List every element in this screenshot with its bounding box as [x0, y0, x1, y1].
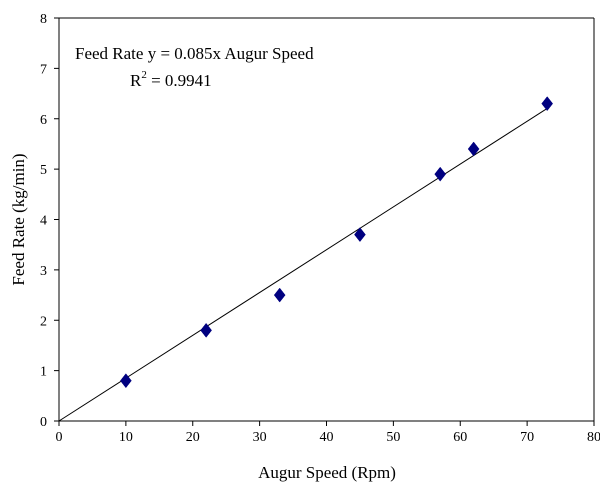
- r-squared-value: = 0.9941: [147, 71, 212, 90]
- x-tick-label: 70: [520, 430, 534, 445]
- y-tick-label: 6: [40, 113, 47, 128]
- x-tick-label: 20: [186, 430, 200, 445]
- x-tick-label: 80: [587, 430, 600, 445]
- data-point: [273, 287, 286, 303]
- x-ticks: 0 10 20 30 40 50 60 70 80: [56, 421, 600, 445]
- equation-annotation: Feed Rate y = 0.085x Augur Speed: [75, 44, 314, 63]
- y-tick-label: 5: [40, 163, 47, 178]
- y-axis-title: Feed Rate (kg/min): [9, 153, 28, 285]
- y-tick-label: 7: [40, 62, 47, 77]
- data-point: [467, 141, 480, 157]
- y-tick-label: 2: [40, 314, 47, 329]
- data-point: [120, 373, 132, 389]
- y-tick-label: 4: [40, 214, 47, 229]
- x-tick-label: 30: [253, 430, 267, 445]
- y-tick-label: 8: [40, 12, 47, 27]
- data-point: [354, 227, 366, 243]
- x-axis-title: Augur Speed (Rpm): [258, 463, 396, 482]
- y-tick-label: 1: [40, 365, 47, 380]
- y-ticks: 0 1 2 3 4 5 6 7 8: [40, 12, 59, 430]
- r-squared-exponent: 2: [141, 69, 147, 81]
- data-point: [200, 322, 212, 338]
- data-points: [120, 96, 554, 389]
- x-tick-label: 0: [56, 430, 63, 445]
- y-tick-label: 0: [40, 415, 47, 430]
- trendline: [58, 108, 548, 422]
- x-tick-label: 40: [320, 430, 334, 445]
- x-tick-label: 10: [119, 430, 133, 445]
- x-tick-label: 50: [386, 430, 400, 445]
- r-squared-symbol: R: [130, 71, 142, 90]
- y-tick-label: 3: [40, 264, 47, 279]
- data-point: [541, 96, 554, 112]
- trendline-layer: [58, 108, 548, 422]
- data-point: [434, 166, 447, 182]
- r-squared-annotation: R2 = 0.9941: [130, 69, 212, 90]
- x-tick-label: 60: [453, 430, 467, 445]
